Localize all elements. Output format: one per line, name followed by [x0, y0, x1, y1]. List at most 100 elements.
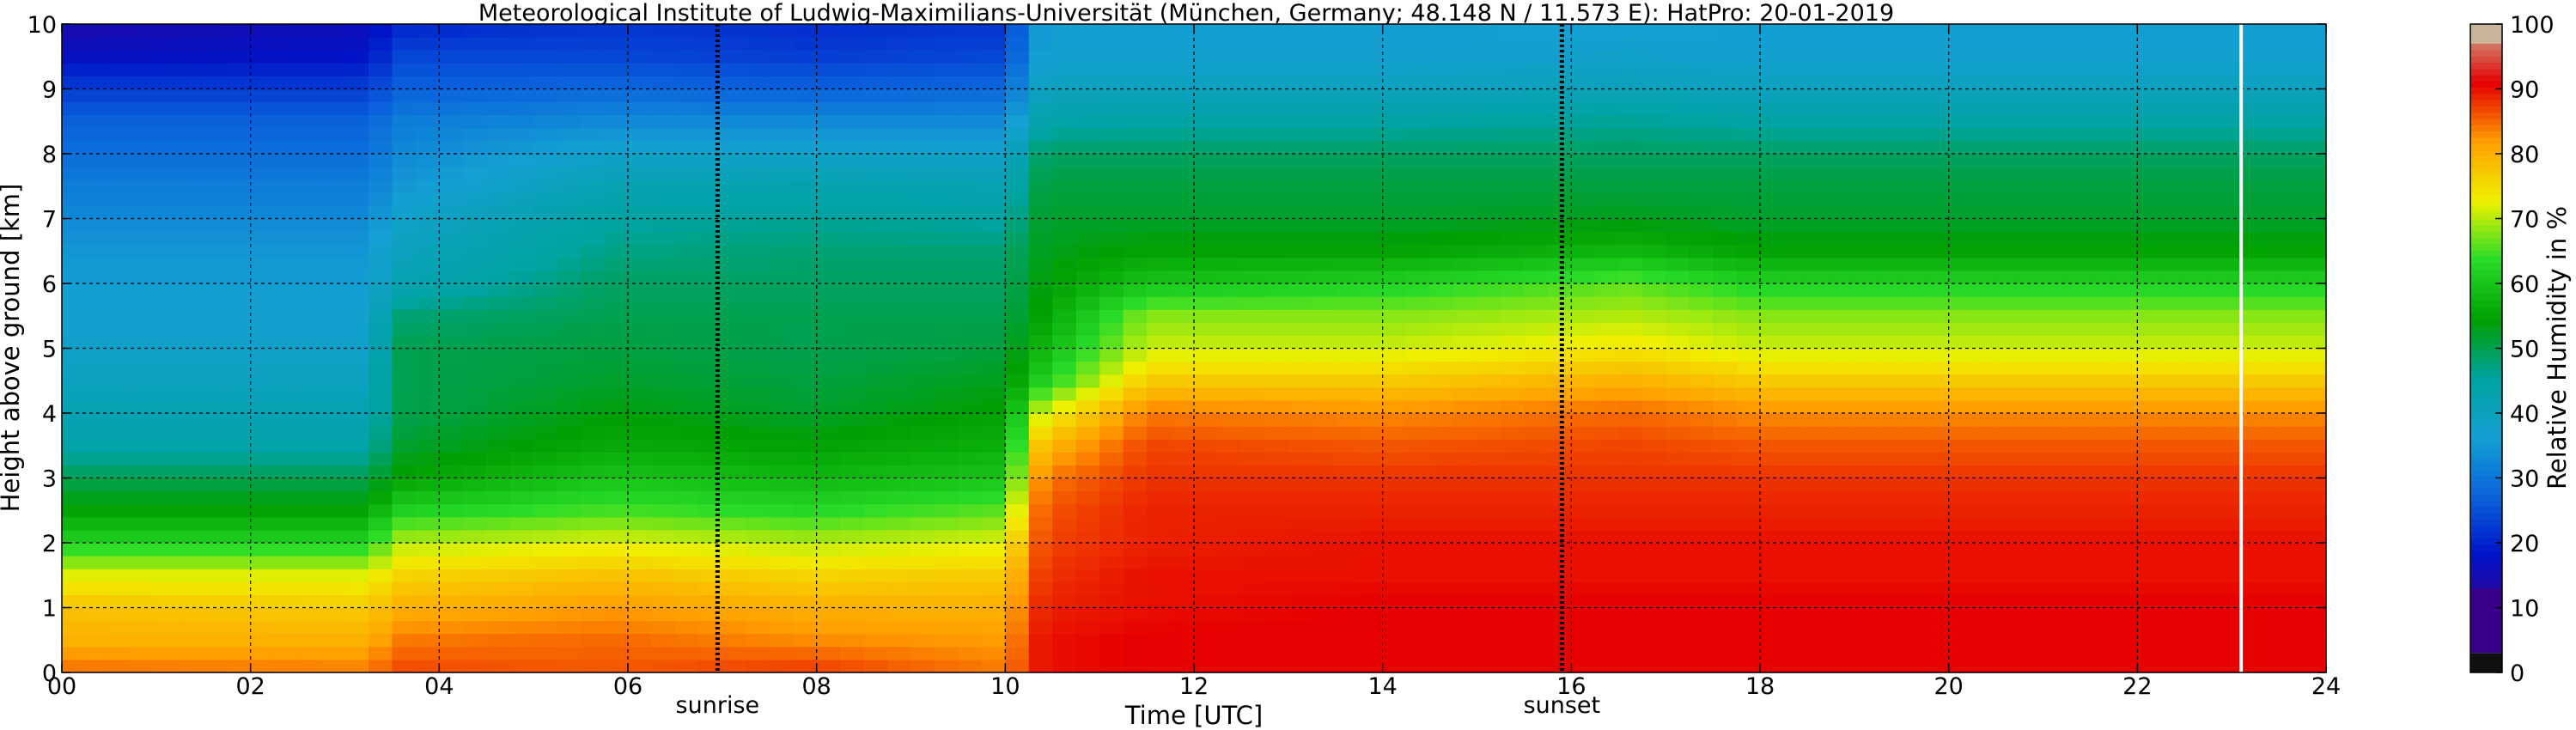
heatmap-cell [2255, 633, 2280, 648]
heatmap-cell [227, 114, 252, 129]
heatmap-cell [1170, 154, 1195, 167]
heatmap-cell [769, 374, 794, 388]
heatmap-cell [203, 335, 228, 350]
heatmap-cell [863, 322, 888, 336]
heatmap-cell [203, 127, 228, 142]
heatmap-cell [1736, 399, 1761, 414]
heatmap-cell [958, 594, 983, 609]
heatmap-cell [628, 322, 653, 336]
heatmap-cell [62, 374, 87, 388]
heatmap-cell [2090, 244, 2115, 259]
heatmap-cell [1028, 231, 1053, 246]
heatmap-cell [297, 335, 322, 350]
heatmap-cell [1547, 516, 1572, 531]
heatmap-cell [816, 218, 841, 233]
heatmap-cell [227, 50, 252, 64]
heatmap-cell [1264, 50, 1289, 64]
heatmap-cell [1406, 114, 1431, 129]
heatmap-cell [557, 140, 582, 155]
heatmap-cell [1075, 529, 1100, 544]
heatmap-cell [2208, 646, 2232, 660]
heatmap-cell [1312, 426, 1337, 440]
heatmap-cell [250, 386, 275, 401]
heatmap-cell [1217, 192, 1242, 206]
heatmap-cell [1783, 296, 1808, 310]
heatmap-cell [180, 361, 204, 375]
heatmap-cell [2043, 478, 2067, 492]
heatmap-cell [132, 465, 157, 479]
heatmap-cell [722, 348, 746, 362]
heatmap-cell [1783, 620, 1808, 635]
heatmap-cell [1666, 335, 1690, 350]
heatmap-cell [108, 348, 133, 362]
heatmap-cell [2160, 543, 2185, 557]
heatmap-cell [698, 490, 723, 505]
heatmap-cell [769, 633, 794, 648]
heatmap-cell [274, 581, 299, 595]
heatmap-cell [1524, 413, 1549, 427]
heatmap-cell [321, 167, 346, 180]
heatmap-cell [180, 633, 204, 648]
heatmap-cell [462, 439, 487, 453]
heatmap-cell [1901, 37, 1926, 51]
heatmap-cell [62, 114, 87, 129]
colorbar-cell [2470, 149, 2502, 157]
heatmap-cell [1147, 361, 1172, 375]
heatmap-cell [1052, 63, 1077, 76]
heatmap-cell [509, 386, 534, 401]
heatmap-cell [415, 413, 440, 427]
heatmap-cell [1524, 348, 1549, 362]
heatmap-cell [1005, 543, 1030, 557]
heatmap-cell [392, 296, 417, 310]
heatmap-cell [2184, 581, 2209, 595]
heatmap-cell [1005, 270, 1030, 284]
heatmap-cell [722, 140, 746, 155]
heatmap-cell [2137, 399, 2162, 414]
colorbar-cell [2470, 356, 2502, 363]
heatmap-cell [533, 114, 558, 129]
heatmap-cell [486, 335, 511, 350]
heatmap-cell [2090, 37, 2115, 51]
heatmap-cell [85, 76, 110, 90]
heatmap-cell [958, 205, 983, 220]
heatmap-cell [1547, 167, 1572, 180]
heatmap-cell [1594, 399, 1619, 414]
heatmap-cell [180, 646, 204, 660]
heatmap-cell [840, 218, 865, 233]
heatmap-cell [1500, 569, 1526, 582]
heatmap-cell [1666, 140, 1690, 155]
heatmap-cell [1571, 167, 1596, 180]
heatmap-cell [1713, 167, 1738, 180]
heatmap-cell [698, 399, 723, 414]
heatmap-cell [533, 607, 558, 622]
heatmap-cell [2208, 633, 2232, 648]
heatmap-cell [1005, 374, 1030, 388]
heatmap-cell [1500, 374, 1526, 388]
heatmap-cell [604, 556, 629, 569]
heatmap-cell [2255, 556, 2280, 569]
heatmap-cell [392, 529, 417, 544]
heatmap-cell [1194, 646, 1219, 660]
heatmap-cell [203, 452, 228, 465]
heatmap-cell [132, 426, 157, 440]
x-tick-label: 24 [2311, 673, 2341, 700]
heatmap-cell [155, 633, 180, 648]
heatmap-cell [1666, 465, 1690, 479]
heatmap-cell [934, 101, 959, 116]
heatmap-cell [1477, 218, 1501, 233]
heatmap-cell [887, 114, 912, 129]
heatmap-cell [863, 218, 888, 233]
heatmap-cell [368, 399, 393, 414]
heatmap-cell [250, 633, 275, 648]
heatmap-cell [2232, 101, 2256, 116]
heatmap-cell [2302, 257, 2327, 271]
x-tick-label: 10 [990, 673, 1020, 700]
heatmap-cell [344, 140, 369, 155]
heatmap-cell [1571, 439, 1596, 453]
heatmap-cell [250, 529, 275, 544]
heatmap-cell [344, 465, 369, 479]
heatmap-cell [155, 101, 180, 116]
heatmap-cell [1170, 659, 1195, 673]
heatmap-cell [85, 503, 110, 518]
heatmap-cell [2255, 386, 2280, 401]
